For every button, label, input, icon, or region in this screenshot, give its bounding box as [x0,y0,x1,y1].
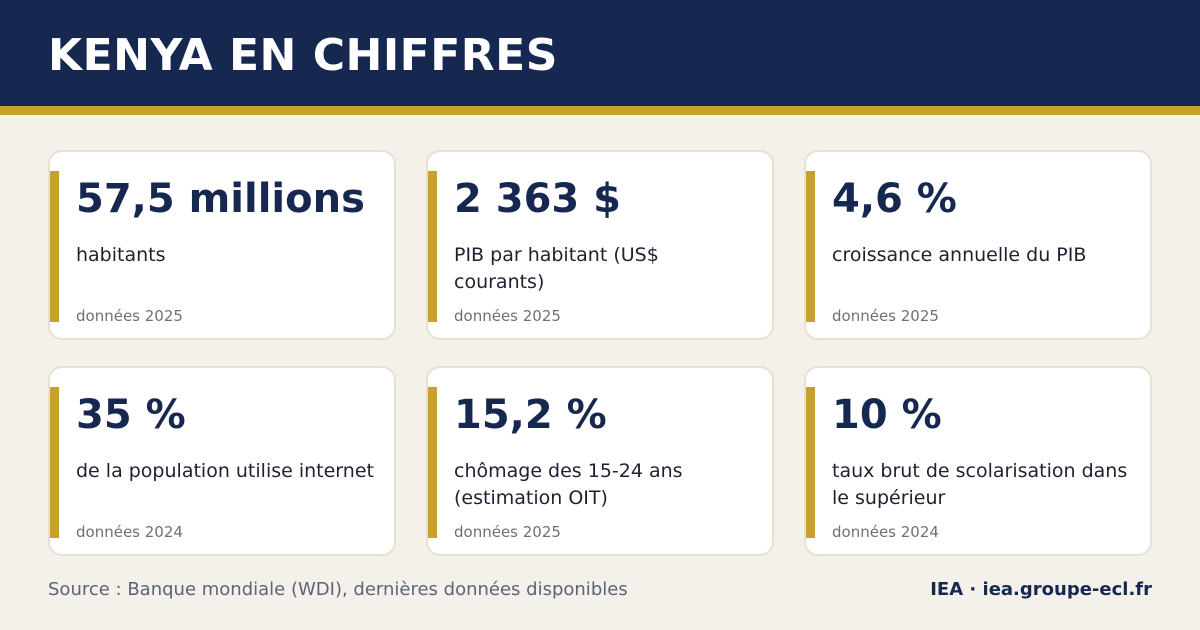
stat-label: habitants [76,244,166,266]
stat-label: taux brut de scolarisation dans le supér… [832,460,1128,509]
stat-card-tertiary-enrollment: 10 % taux brut de scolarisation dans le … [804,366,1152,556]
card-accent-bar [806,387,815,538]
stat-year: données 2025 [454,523,561,541]
stat-year: données 2025 [832,307,939,325]
footer-brand: IEA · iea.groupe-ecl.fr [930,579,1152,600]
stat-year: données 2024 [832,523,939,541]
card-accent-bar [806,171,815,322]
stat-card-youth-unemployment: 15,2 % chômage des 15-24 ans (estimation… [426,366,774,556]
stat-year: données 2024 [76,523,183,541]
stat-card-population: 57,5 millions habitants données 2025 [48,150,396,340]
card-accent-bar [428,171,437,322]
card-accent-bar [428,387,437,538]
footer-source: Source : Banque mondiale (WDI), dernière… [48,579,628,600]
stat-value: 35 % [76,392,186,438]
stat-label: PIB par habitant (US$ courants) [454,244,659,293]
stat-year: données 2025 [454,307,561,325]
header-accent-bar [0,106,1200,115]
stat-card-gdp-per-capita: 2 363 $ PIB par habitant (US$ courants) … [426,150,774,340]
stat-year: données 2025 [76,307,183,325]
card-accent-bar [50,387,59,538]
stat-card-internet-usage: 35 % de la population utilise internet d… [48,366,396,556]
stat-value: 2 363 $ [454,176,622,222]
stat-value: 57,5 millions [76,176,365,222]
header-banner: KENYA EN CHIFFRES [0,0,1200,106]
stat-value: 10 % [832,392,942,438]
stat-value: 15,2 % [454,392,607,438]
card-accent-bar [50,171,59,322]
stat-label: chômage des 15-24 ans (estimation OIT) [454,460,683,509]
stats-grid: 57,5 millions habitants données 2025 2 3… [48,150,1153,556]
stat-label: de la population utilise internet [76,460,374,482]
stat-card-gdp-growth: 4,6 % croissance annuelle du PIB données… [804,150,1152,340]
stat-label: croissance annuelle du PIB [832,244,1087,266]
stat-value: 4,6 % [832,176,957,222]
page-title: KENYA EN CHIFFRES [48,30,558,81]
